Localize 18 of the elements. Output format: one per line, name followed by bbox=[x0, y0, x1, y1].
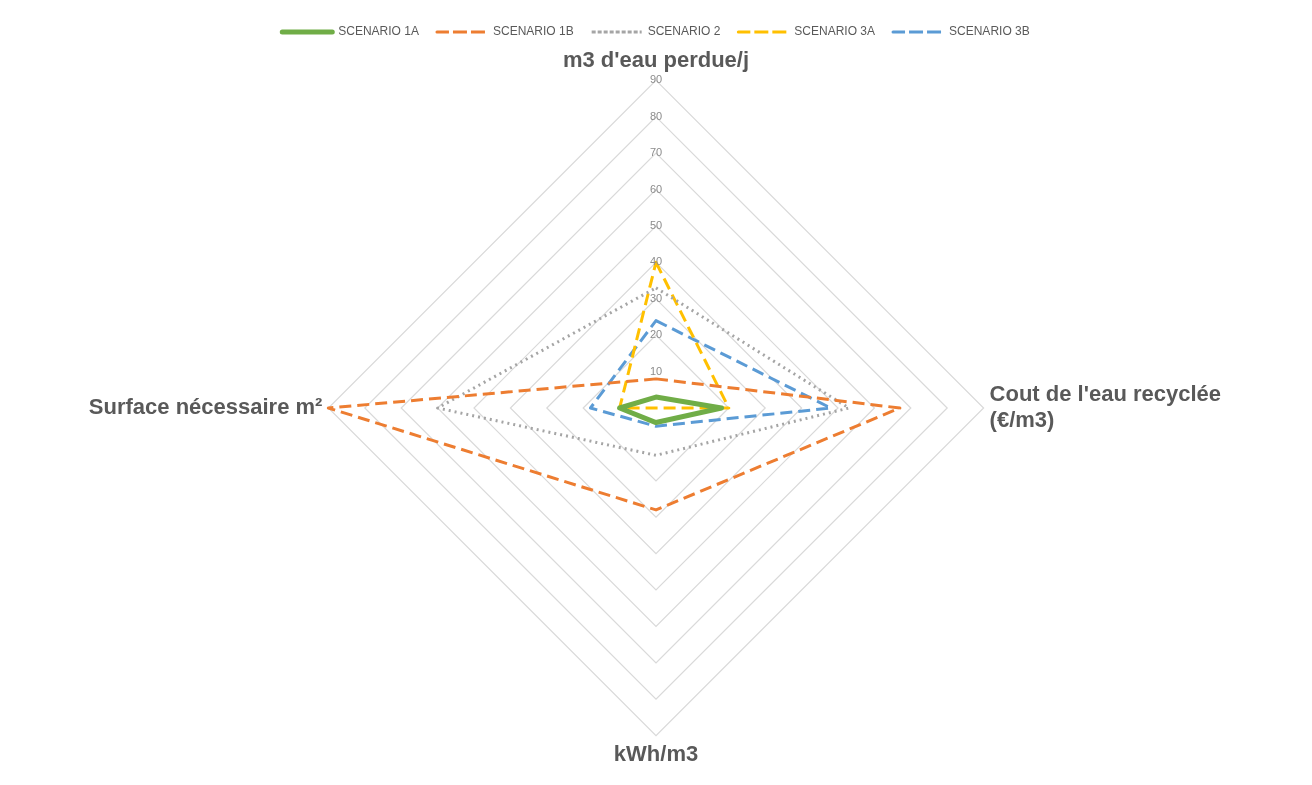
legend-label: SCENARIO 3A bbox=[794, 24, 876, 39]
y-tick-label: 60 bbox=[649, 182, 663, 195]
legend-label: SCENARIO 1B bbox=[492, 24, 574, 39]
y-tick-label: 20 bbox=[649, 328, 663, 341]
legend-label: SCENARIO 3B bbox=[949, 24, 1030, 39]
y-tick-label: 50 bbox=[649, 219, 663, 232]
y-tick-label: 30 bbox=[649, 291, 663, 304]
spoke-label: kWh/m3 bbox=[613, 740, 699, 766]
y-tick-label: 40 bbox=[649, 255, 663, 268]
y-tick-label: 10 bbox=[649, 364, 663, 377]
y-tick-label: 80 bbox=[649, 109, 663, 122]
y-tick-label: 70 bbox=[649, 146, 663, 159]
spoke-label: Surface nécessaire m² bbox=[88, 394, 323, 420]
legend-label: SCENARIO 2 bbox=[647, 24, 721, 39]
legend-label: SCENARIO 1A bbox=[338, 24, 419, 39]
y-tick-label: 90 bbox=[649, 73, 663, 86]
spoke-label: Cout de l'eau recyclée (€/m3) bbox=[989, 380, 1222, 433]
spoke-label: m3 d'eau perdue/j bbox=[562, 47, 750, 73]
